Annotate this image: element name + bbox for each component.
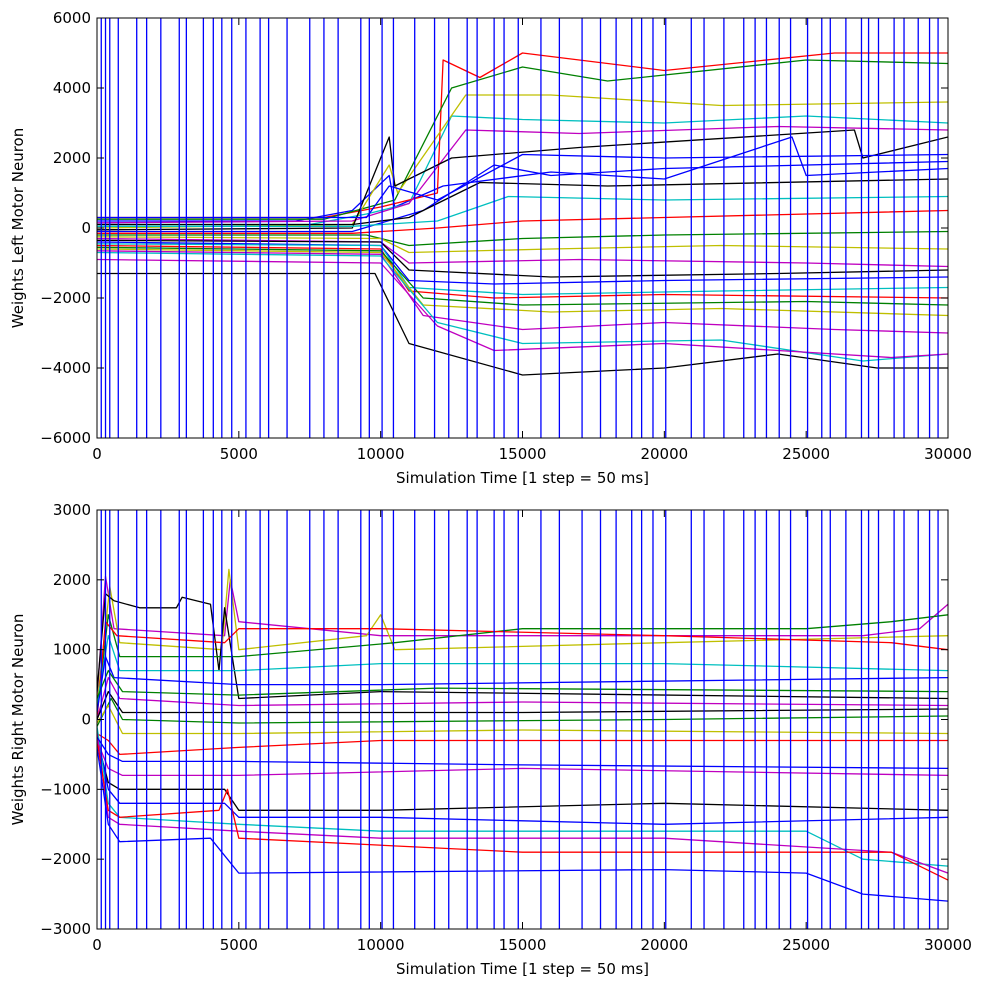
- series-line-10: [97, 230, 948, 247]
- series-line-23: [97, 153, 948, 219]
- x-tick-label: 15000: [499, 445, 547, 463]
- y-tick-label: 1000: [53, 641, 91, 659]
- series-line-17: [97, 704, 948, 735]
- bottom-chart-right-motor-weights: 0 5000 10000 15000 20000 25000 30000−3000−2000…: [9, 501, 972, 978]
- series-line-18: [97, 740, 948, 777]
- x-tick-label: 5000: [220, 936, 258, 954]
- x-tick-label: 15000: [499, 936, 547, 954]
- y-axis-label: Weights Left Motor Neuron: [9, 128, 27, 328]
- x-tick-label: 10000: [357, 936, 405, 954]
- x-tick-label: 30000: [924, 936, 972, 954]
- series-line-1: [97, 568, 948, 706]
- plot-area: [97, 18, 948, 438]
- series-line-6: [97, 655, 948, 713]
- y-tick-label: 2000: [53, 149, 91, 167]
- top-chart-left-motor-weights: 0 5000 10000 15000 20000 25000 30000−6000−4000…: [9, 9, 972, 487]
- series-line-3: [97, 614, 948, 713]
- series-line-19: [97, 250, 948, 334]
- y-tick-label: −3000: [40, 920, 91, 938]
- series-line-11: [97, 733, 948, 825]
- y-tick-label: 0: [81, 711, 91, 729]
- plot-area: [97, 510, 948, 929]
- series-line-20: [97, 690, 948, 720]
- series-line-16: [97, 669, 948, 699]
- series-line-5: [97, 125, 948, 224]
- series-line-11: [97, 236, 948, 254]
- x-tick-label: 5000: [220, 445, 258, 463]
- series-line-9: [97, 732, 948, 756]
- x-axis-label: Simulation Time [1 step = 50 ms]: [396, 469, 649, 487]
- y-tick-label: 6000: [53, 9, 91, 27]
- y-tick-label: −2000: [40, 850, 91, 868]
- y-tick-label: −6000: [40, 429, 91, 447]
- series-line-14: [97, 740, 948, 881]
- x-tick-label: 0: [92, 445, 102, 463]
- series-line-18: [97, 248, 948, 317]
- x-tick-label: 0: [92, 936, 102, 954]
- y-axis-label: Weights Right Motor Neuron: [9, 614, 27, 826]
- x-tick-label: 25000: [782, 936, 830, 954]
- x-tick-label: 25000: [782, 445, 830, 463]
- series-line-20: [97, 251, 948, 362]
- series-line-19: [97, 736, 948, 770]
- series-line-16: [97, 244, 948, 299]
- x-tick-label: 20000: [640, 445, 688, 463]
- y-tick-label: 2000: [53, 571, 91, 589]
- x-tick-label: 30000: [924, 445, 972, 463]
- series-line-8: [97, 697, 948, 727]
- x-tick-label: 20000: [640, 936, 688, 954]
- y-tick-label: −4000: [40, 359, 91, 377]
- series-line-2: [97, 593, 948, 700]
- series-line-0: [97, 575, 948, 699]
- series-line-3: [97, 59, 948, 220]
- y-tick-label: 3000: [53, 501, 91, 519]
- series-line-22: [97, 272, 948, 376]
- axes-frame: [96, 509, 949, 930]
- series-line-15: [97, 243, 948, 296]
- y-tick-label: 0: [81, 219, 91, 237]
- y-tick-label: 4000: [53, 79, 91, 97]
- x-axis-label: Simulation Time [1 step = 50 ms]: [396, 960, 649, 978]
- series-line-5: [97, 635, 948, 706]
- series-line-4: [97, 94, 948, 229]
- series-line-13: [97, 239, 948, 278]
- series-line-2: [97, 52, 948, 219]
- y-tick-label: −2000: [40, 289, 91, 307]
- series-line-0: [97, 136, 948, 222]
- series-line-6: [97, 129, 948, 231]
- x-tick-label: 10000: [357, 445, 405, 463]
- series-line-21: [97, 258, 948, 359]
- series-line-15: [97, 747, 948, 902]
- y-tick-label: −1000: [40, 780, 91, 798]
